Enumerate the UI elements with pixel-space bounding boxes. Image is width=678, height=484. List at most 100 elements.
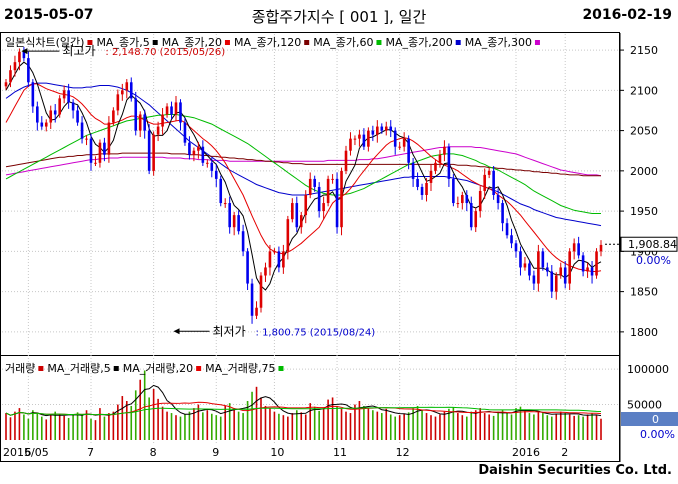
volume-bar — [550, 416, 553, 440]
candle-body — [465, 195, 469, 204]
volume-bar — [430, 415, 432, 440]
candle-body — [362, 134, 366, 147]
volume-bar — [148, 397, 150, 440]
candle-body — [577, 243, 580, 256]
volume-tag-box — [621, 412, 678, 426]
volume-bar — [40, 416, 43, 440]
candle-body — [528, 263, 531, 276]
high-arrow-head — [21, 48, 28, 55]
volume-bar — [479, 408, 482, 440]
candle-body — [537, 251, 540, 284]
candle-body — [581, 255, 585, 272]
candle-body — [206, 162, 209, 164]
candle-body — [18, 51, 21, 63]
volume-bar — [403, 413, 405, 440]
candle-body — [210, 162, 214, 171]
time-tick-label: 8 — [150, 446, 157, 459]
volume-bar — [278, 413, 280, 440]
candle-body — [22, 51, 26, 59]
candle-body — [474, 211, 478, 228]
candle-body — [286, 219, 290, 252]
candle-body — [31, 82, 35, 107]
volume-bar — [559, 411, 562, 440]
volume-bar — [425, 413, 428, 440]
price-tick-label: 1950 — [630, 205, 658, 218]
volume-bar — [85, 410, 88, 440]
volume-bar — [215, 415, 218, 440]
volume-bar — [45, 419, 48, 440]
ma-line-20 — [5, 83, 602, 272]
candle-body — [367, 130, 370, 147]
start-date: 2015-05-07 — [4, 7, 94, 23]
volume-bar — [219, 416, 222, 440]
candle-body — [429, 170, 433, 183]
volume-bar — [443, 411, 446, 440]
volume-bar — [416, 405, 419, 440]
candle-body — [147, 130, 151, 171]
candle-body — [519, 251, 522, 268]
volume-bar — [497, 411, 499, 440]
candle-body — [250, 283, 254, 316]
volume-legend-label: MA_거래량,75 — [205, 362, 275, 375]
volume-bar — [193, 408, 195, 440]
volume-bar — [577, 415, 580, 440]
candle-body — [273, 251, 276, 253]
candle-body — [335, 178, 339, 228]
candle-body — [492, 170, 495, 195]
volume-bar — [117, 404, 119, 440]
volume-bar — [407, 412, 410, 440]
candle-body — [188, 142, 191, 155]
candle-body — [219, 178, 223, 204]
volume-bar — [376, 411, 379, 440]
volume-bar — [322, 408, 325, 440]
volume-bar — [363, 405, 365, 440]
candle-body — [259, 275, 263, 308]
volume-bar — [273, 411, 276, 440]
volume-bar — [206, 410, 209, 440]
volume-bar — [184, 414, 186, 440]
candle-body — [371, 130, 375, 135]
volume-bar — [251, 391, 253, 440]
candle-body — [514, 243, 518, 252]
volume-bar — [99, 408, 101, 440]
volume-legend-label: 거래량 — [5, 362, 35, 375]
end-date: 2016-02-19 — [582, 7, 672, 23]
candle-body — [563, 267, 567, 284]
price-legend-swatch — [304, 40, 310, 45]
time-tick-label: 12 — [396, 446, 410, 459]
volume-bar — [465, 416, 468, 440]
candle-body — [568, 251, 571, 284]
volume-bar — [112, 411, 115, 440]
volume-bar — [492, 415, 495, 440]
chart-title: 종합주가지수 [ 001 ], 일간 — [251, 8, 427, 26]
time-tick-label: 10 — [270, 446, 284, 459]
price-tag-value: 1,908.84 — [628, 238, 677, 251]
candle-body — [36, 106, 39, 123]
volume-bar — [23, 414, 25, 440]
volume-bar — [287, 416, 289, 440]
price-legend-swatch — [376, 40, 382, 45]
time-tick-label: 6 — [24, 446, 31, 459]
price-legend-label: MA_종가,120 — [234, 36, 301, 49]
candle-body — [246, 251, 249, 284]
candle-body — [313, 178, 316, 187]
volume-bar — [394, 416, 397, 440]
candle-body — [44, 122, 48, 127]
candle-body — [241, 231, 245, 252]
volume-bar — [14, 411, 16, 440]
candle-body — [129, 82, 133, 99]
candle-body — [501, 203, 504, 224]
candle-body — [572, 243, 576, 252]
volume-bar — [457, 413, 459, 440]
volume-bar — [582, 416, 584, 440]
volume-bar — [372, 410, 374, 440]
volume-bar — [595, 415, 598, 440]
volume-bar — [27, 418, 30, 440]
candle-body — [469, 203, 473, 228]
volume-ma75-line — [5, 406, 602, 416]
low-arrow-head — [173, 328, 180, 335]
candle-body — [13, 62, 17, 71]
volume-bar — [188, 411, 191, 440]
volume-bar — [18, 408, 21, 440]
volume-legend-swatch — [196, 366, 202, 371]
